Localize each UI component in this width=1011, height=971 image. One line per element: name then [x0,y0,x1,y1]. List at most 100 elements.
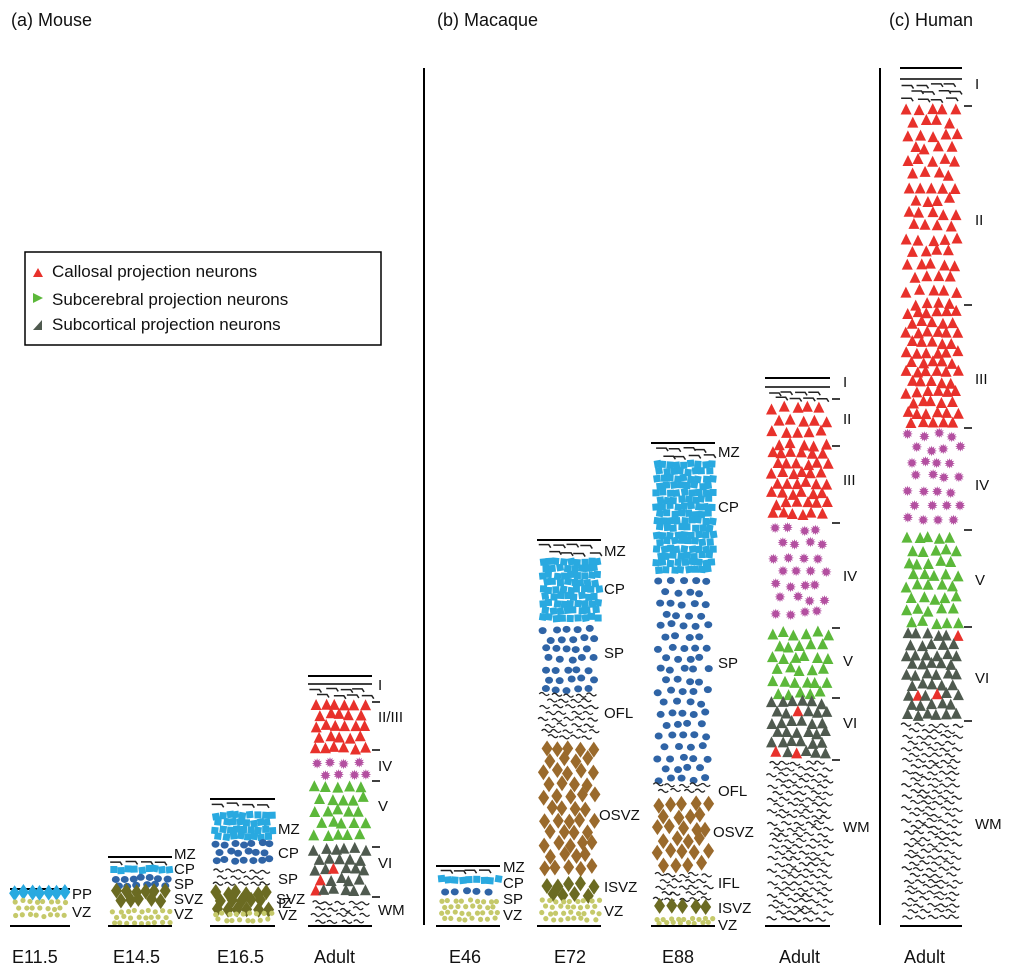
cp-cell [652,489,660,497]
neuron-triangle [914,531,926,543]
vz-cell [152,909,158,915]
neuron-triangle [949,155,961,167]
fiber-mark [921,764,933,770]
cp-cell [669,551,677,559]
vz-cell [670,919,676,925]
mz-fiber [916,84,930,89]
neuron-triangle [940,543,952,555]
fiber-mark [937,795,949,800]
fiber-mark [785,850,797,855]
vz-cell [224,918,230,924]
sp-cell [656,664,665,672]
cp-cell [451,876,459,884]
neuron-triangle [937,317,949,329]
cp-cell [674,503,683,512]
cp-cell [666,474,674,482]
neuron-triangle [777,695,789,707]
vz-cell [584,917,590,923]
cp-cell [698,550,706,559]
vz-cell [160,919,166,925]
cp-cell [538,572,547,580]
neuron-triangle [930,708,942,720]
fiber-mark [773,802,785,808]
sp-cell [683,763,692,771]
fiber-mark [821,874,833,879]
vz-cell [229,917,235,924]
neuron-triangle [936,355,948,367]
vz-cell [48,899,55,905]
fiber-mark [780,904,792,909]
fiber-mark [939,830,951,835]
mz-fiber [703,454,717,459]
neuron-triangle [927,103,939,115]
neuron-triangle [905,416,917,428]
mz-fiber [938,89,952,95]
neuron-triangle [821,438,833,450]
fiber-mark [809,874,821,879]
neuron-triangle [920,307,932,319]
sp-cell [679,731,688,739]
mz-fiber [538,543,552,549]
fiber-mark [926,771,938,776]
cp-cell [681,558,690,566]
fiber-mark [930,861,942,866]
sp-cell [685,634,694,642]
neuron-triangle [903,182,915,194]
mz-fiber [110,861,123,866]
cp-cell [692,524,700,532]
neuron-triangle [791,478,803,490]
fiber-mark [537,716,549,722]
layer-iv-cell: ✹ [953,470,965,486]
neuron-triangle [310,699,322,711]
mz-fiber [808,391,821,396]
fiber-mark [822,898,834,903]
mz-fiber [901,97,914,102]
fiber-mark [938,723,950,728]
fiber-mark [774,863,786,868]
neuron-triangle [926,698,938,710]
neuron-triangle [927,206,939,218]
fiber-mark [943,849,955,855]
cp-cell [576,578,585,587]
neuron-triangle [777,466,789,478]
progenitor-cell [556,800,568,817]
fiber-mark [920,741,932,746]
sp-cell [231,840,240,848]
sp-cell [701,708,710,716]
mz-fiber [317,693,330,698]
sp-cell [686,655,695,663]
neuron-triangle [911,347,923,359]
neuron-triangle [343,805,355,817]
neuron-triangle [347,794,359,806]
sp-cell [260,849,269,857]
neuron-triangle [791,495,803,507]
column-label-mouse-e11: E11.5 [12,947,58,967]
vz-cell [580,898,586,904]
vz-cell [62,899,69,906]
fiber-mark [775,778,787,783]
cp-cell [691,537,699,545]
progenitor-cell [549,859,561,876]
neuron-triangle [766,403,778,415]
neuron-triangle [328,740,340,752]
neuron-triangle [918,591,930,603]
progenitor-cell [541,878,553,895]
vz-cell [463,904,469,910]
progenitor-cell [561,765,573,782]
cp-cell [663,467,672,476]
neuron-triangle [793,640,805,652]
layer-label-iii: III [975,371,988,388]
vz-cell [568,909,574,915]
sp-cell [702,577,711,585]
fiber-mark [558,735,570,740]
neuron-triangle [947,317,959,329]
fiber-mark [918,860,930,865]
fiber-mark [821,802,833,807]
cp-cell [666,517,675,525]
vz-cell [488,899,495,905]
neuron-triangle [933,296,945,308]
sp-cell [695,590,704,598]
fiber-mark [809,851,821,857]
neuron-triangle [811,496,823,508]
neuron-triangle [946,140,958,152]
